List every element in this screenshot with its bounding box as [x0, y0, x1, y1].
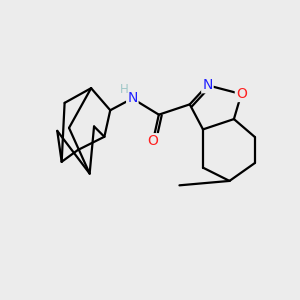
- Text: N: N: [202, 78, 213, 92]
- Text: H: H: [120, 82, 128, 95]
- Text: O: O: [148, 134, 158, 148]
- Text: N: N: [127, 92, 137, 106]
- Text: O: O: [236, 87, 247, 101]
